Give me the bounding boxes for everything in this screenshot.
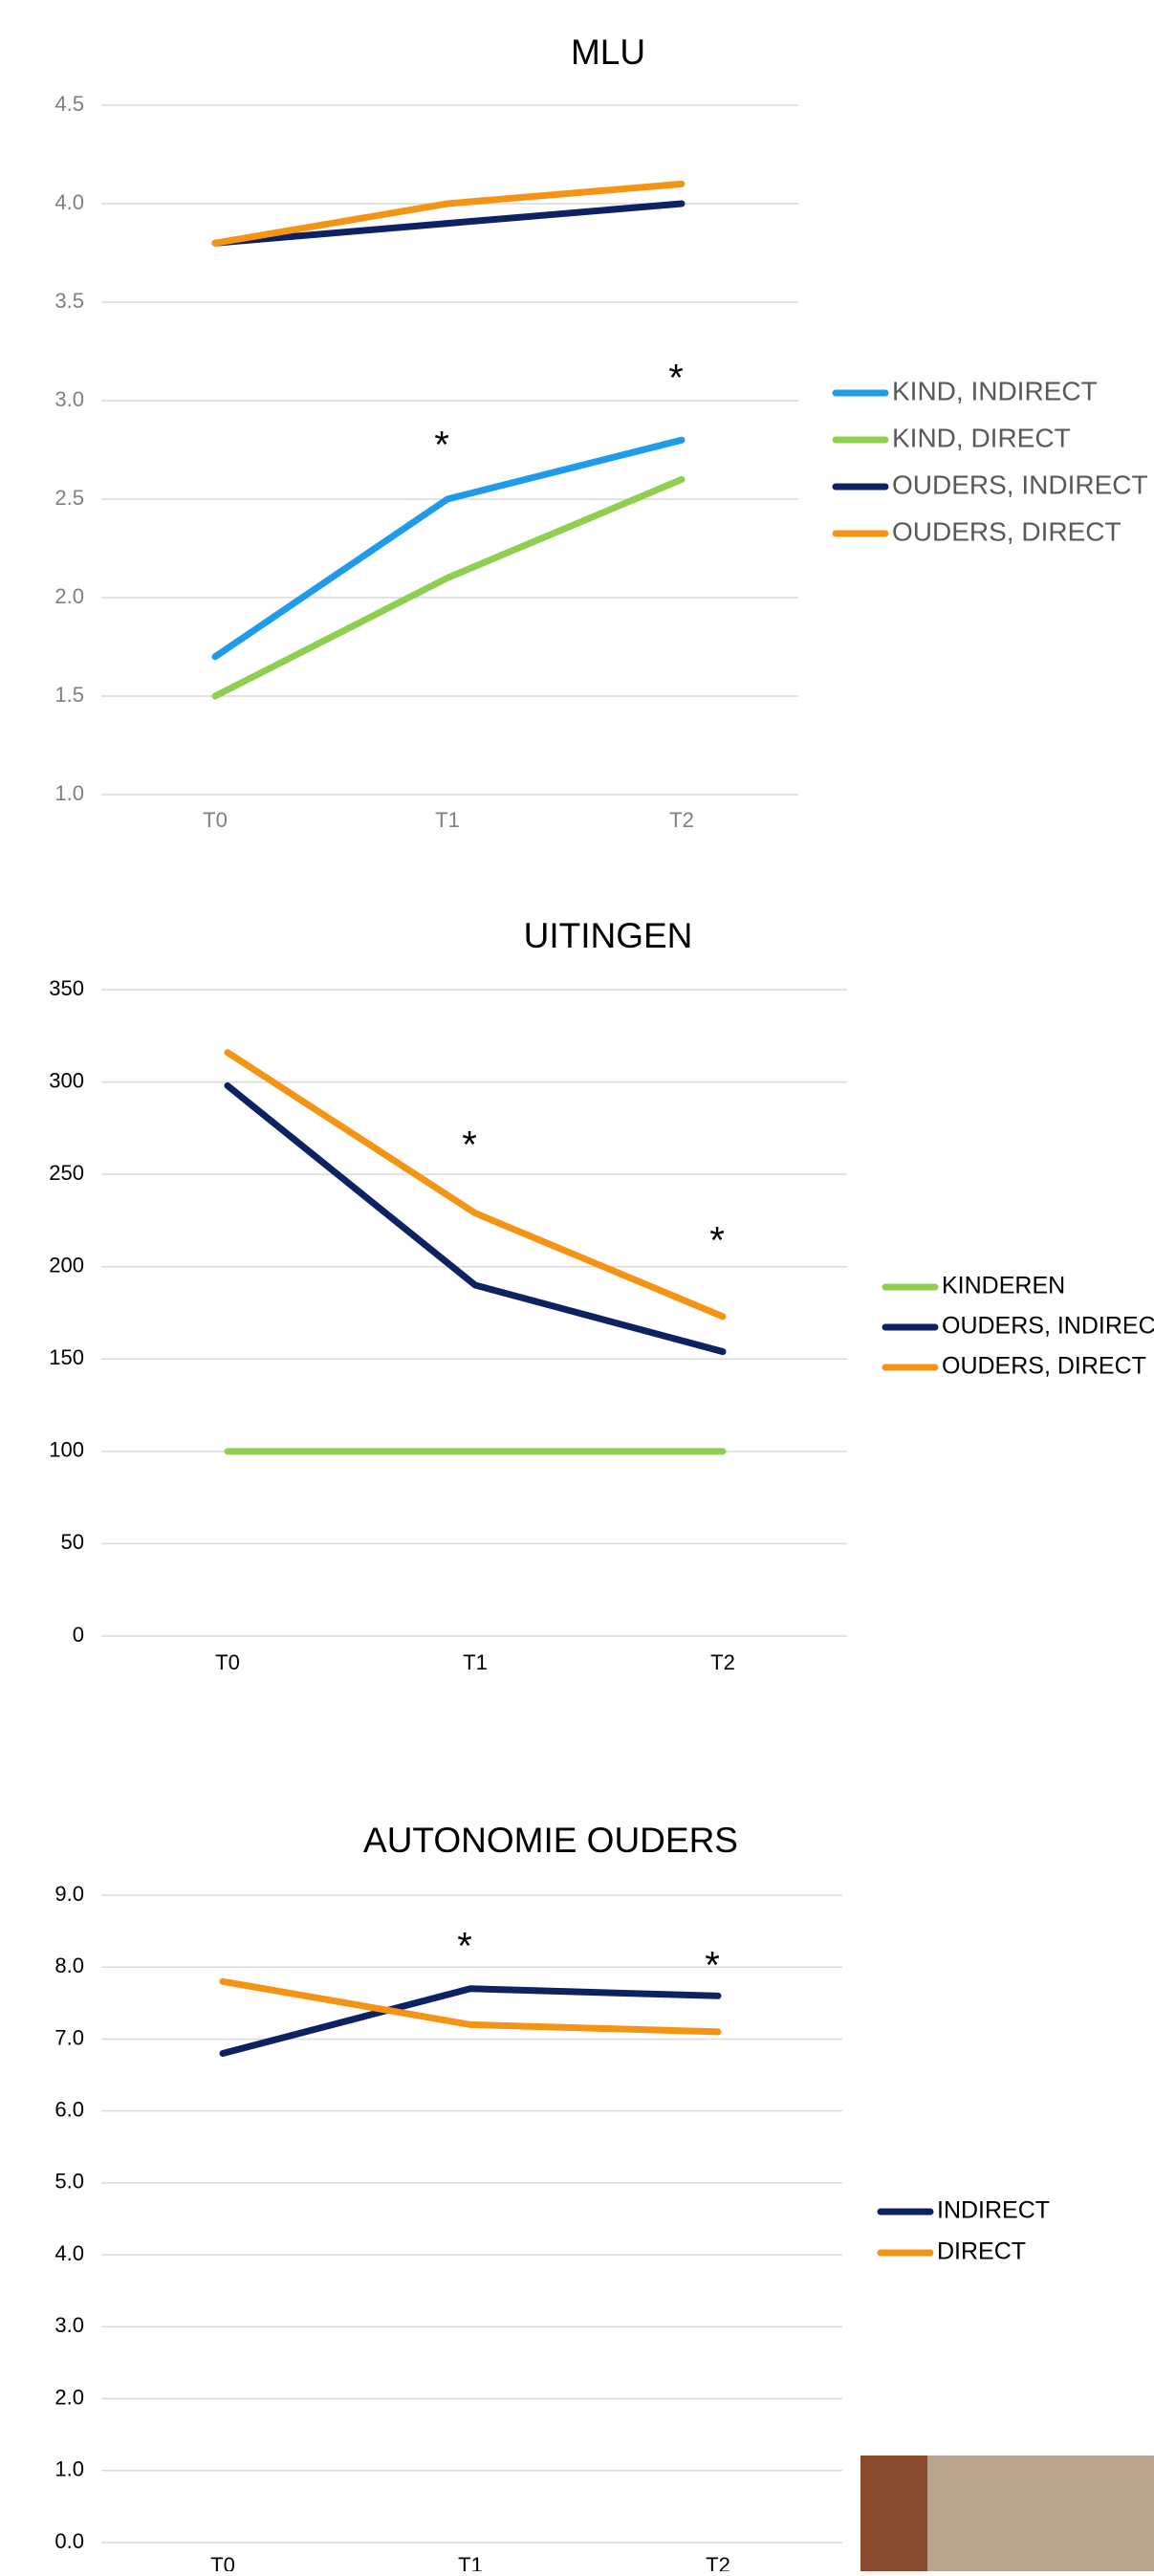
y-tick-label: 200: [49, 1254, 84, 1277]
annotation: *: [434, 425, 449, 467]
series-line: [211, 200, 686, 247]
y-tick-label: 3.5: [54, 289, 84, 313]
y-tick-label: 300: [49, 1068, 84, 1092]
y-tick-label: 6.0: [54, 2097, 84, 2121]
x-tick-label: T0: [203, 808, 228, 832]
legend-label: OUDERS, DIRECT: [942, 1353, 1146, 1380]
series-line: [224, 1049, 727, 1321]
y-tick-label: 4.0: [54, 2241, 84, 2265]
series-line: [224, 1081, 727, 1356]
photo-fragment: [860, 2456, 927, 2571]
legend-label: OUDERS, INDIRECT: [892, 469, 1148, 499]
x-tick-label: T1: [463, 1650, 488, 1674]
x-tick-label: T1: [435, 808, 460, 832]
series-line: [211, 475, 686, 700]
y-tick-label: 1.5: [54, 683, 84, 707]
annotation: *: [705, 1945, 720, 1987]
y-tick-label: 0.0: [54, 2529, 84, 2553]
chart-title: AUTONOMIE OUDERS: [363, 1821, 738, 1860]
x-tick-label: T1: [458, 2553, 483, 2571]
y-tick-label: 350: [49, 976, 84, 1000]
series-line: [211, 180, 686, 247]
legend-label: KIND, DIRECT: [892, 423, 1071, 452]
y-tick-label: 3.0: [54, 2313, 84, 2337]
series-line: [219, 1977, 722, 2036]
y-tick-label: 0: [73, 1623, 84, 1647]
series-line: [219, 1985, 722, 2057]
annotation: *: [462, 1124, 477, 1167]
y-tick-label: 150: [49, 1345, 84, 1369]
x-tick-label: T2: [706, 2553, 730, 2571]
series-line: [211, 436, 686, 661]
y-tick-label: 2.0: [54, 584, 84, 608]
y-tick-label: 7.0: [54, 2025, 84, 2049]
y-tick-label: 9.0: [54, 1882, 84, 1906]
legend-label: DIRECT: [937, 2238, 1026, 2265]
chart-title: UITINGEN: [524, 916, 693, 955]
legend-label: OUDERS, DIRECT: [892, 516, 1121, 546]
legend-label: KINDEREN: [942, 1273, 1065, 1299]
x-tick-label: T0: [210, 2553, 235, 2571]
y-tick-label: 50: [61, 1530, 84, 1554]
x-tick-label: T0: [215, 1650, 240, 1674]
annotation: *: [668, 358, 684, 400]
legend-label: INDIRECT: [937, 2197, 1050, 2224]
y-tick-label: 100: [49, 1438, 84, 1462]
legend-label: OUDERS, INDIRECT: [942, 1313, 1154, 1340]
y-tick-label: 5.0: [54, 2170, 84, 2194]
y-tick-label: 3.0: [54, 387, 84, 411]
y-tick-label: 1.0: [54, 781, 84, 805]
x-tick-label: T2: [669, 808, 694, 832]
annotation: *: [709, 1220, 725, 1262]
y-tick-label: 8.0: [54, 1954, 84, 1977]
annotation: *: [457, 1926, 472, 1968]
y-tick-label: 1.0: [54, 2457, 84, 2481]
y-tick-label: 4.0: [54, 190, 84, 214]
y-tick-label: 2.5: [54, 486, 84, 510]
legend-label: KIND, INDIRECT: [892, 376, 1098, 405]
y-tick-label: 4.5: [54, 92, 84, 116]
chart-title: MLU: [571, 33, 645, 72]
x-tick-label: T2: [710, 1650, 735, 1674]
y-tick-label: 2.0: [54, 2385, 84, 2409]
y-tick-label: 250: [49, 1161, 84, 1185]
